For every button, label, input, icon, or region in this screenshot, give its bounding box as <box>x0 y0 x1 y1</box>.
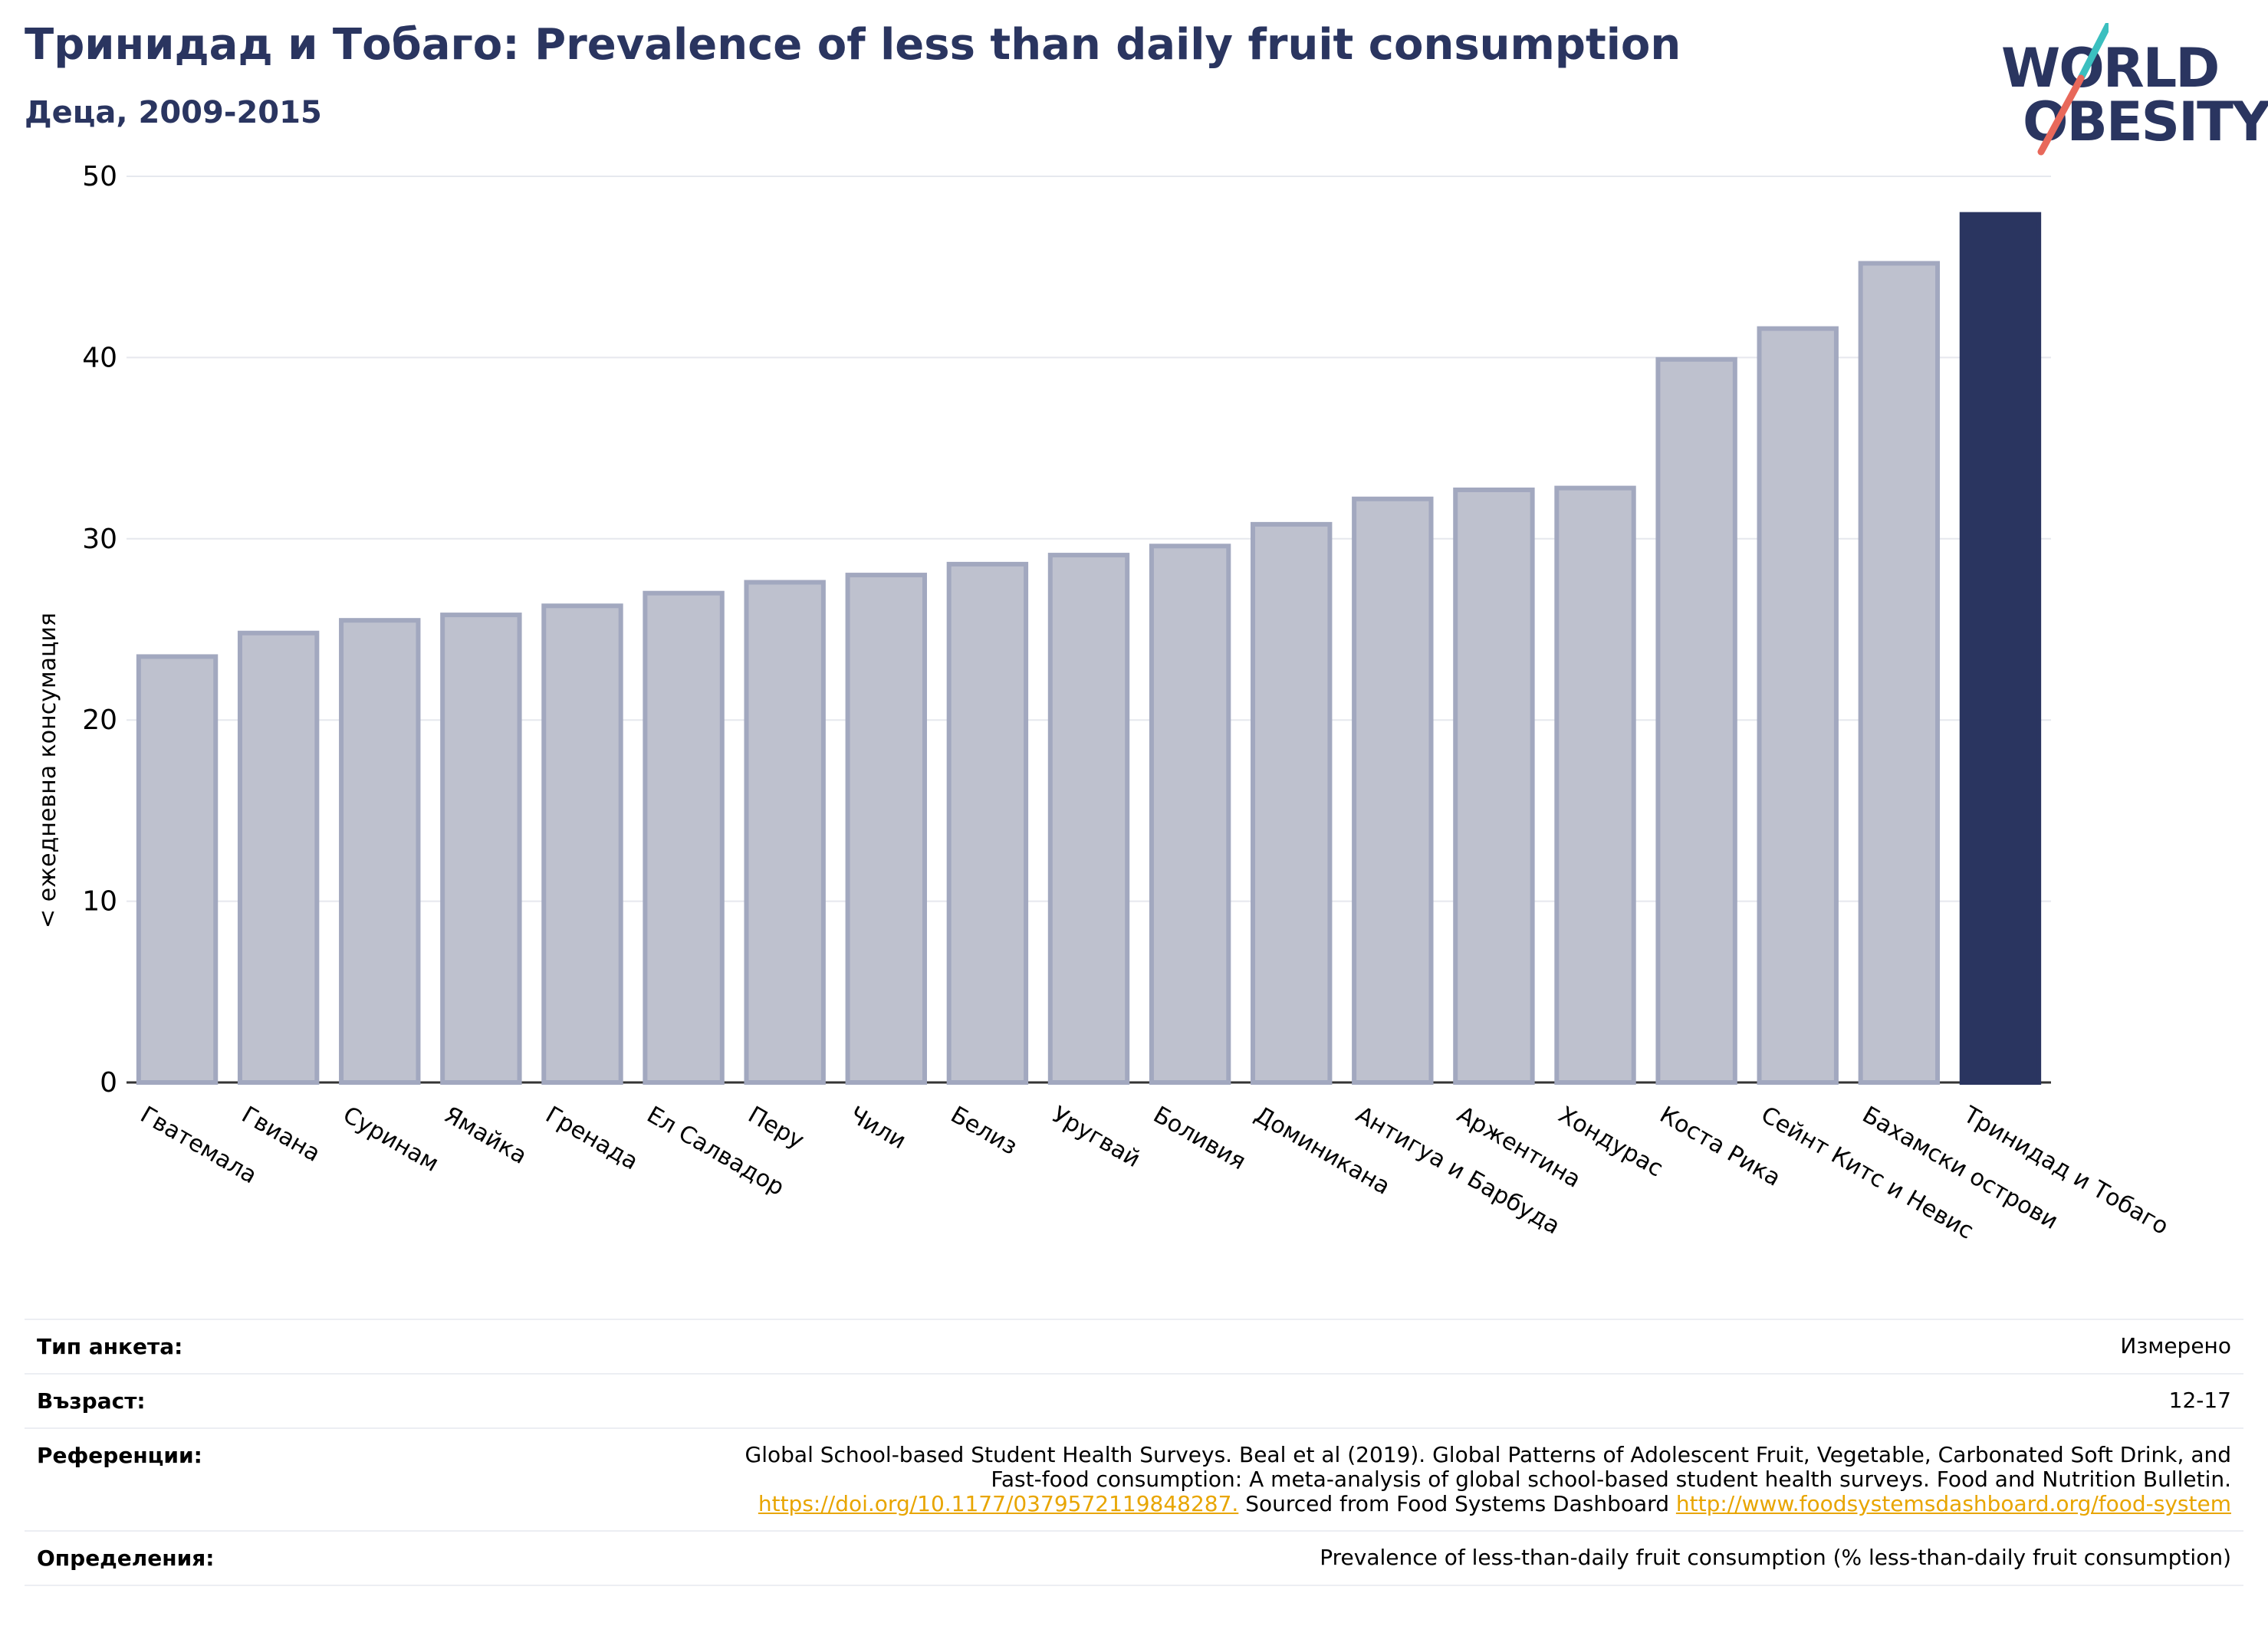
info-row-references: Референции: Global School-based Student … <box>25 1427 2243 1530</box>
bar <box>1047 553 1130 1085</box>
info-row-age: Възраст: 12-17 <box>25 1373 2243 1427</box>
bar <box>1251 521 1333 1085</box>
y-axis-ticks: 0 10 20 30 40 50 <box>82 161 117 1099</box>
x-tick-label: Ямайка <box>439 1102 531 1170</box>
logo-slash-icon <box>2037 23 2109 156</box>
info-row-definitions: Определения: Prevalence of less-than-dai… <box>25 1530 2243 1586</box>
bar <box>136 654 219 1085</box>
bar <box>237 630 320 1085</box>
x-tick-label: Боливия <box>1149 1102 1251 1176</box>
definitions-label: Определения: <box>37 1546 215 1571</box>
x-tick-label: Суринам <box>338 1102 443 1178</box>
chart-bars <box>136 212 2042 1086</box>
info-table: Тип анкета: Измерено Възраст: 12-17 Рефе… <box>25 1319 2243 1586</box>
references-label: Референции: <box>37 1443 202 1468</box>
x-tick-label: Уругвай <box>1047 1102 1145 1174</box>
references-value: Global School-based Student Health Surve… <box>745 1443 2231 1516</box>
y-tick-label: 40 <box>82 342 117 373</box>
definitions-value: Prevalence of less-than-daily fruit cons… <box>1320 1545 2231 1570</box>
bar <box>1655 356 1737 1086</box>
bar <box>339 618 421 1085</box>
y-tick-label: 20 <box>82 705 117 736</box>
x-tick-label: Гренада <box>541 1102 643 1176</box>
age-value: 12-17 <box>2168 1388 2231 1413</box>
x-tick-label: Чили <box>845 1102 911 1155</box>
bar <box>1453 487 1535 1085</box>
chart-title: Тринидад и Тобаго: Prevalence of less th… <box>25 20 1681 70</box>
bar <box>946 561 1029 1085</box>
y-tick-label: 10 <box>82 886 117 918</box>
age-label: Възраст: <box>37 1388 146 1414</box>
chart-subtitle: Деца, 2009-2015 <box>25 95 322 130</box>
info-row-survey-type: Тип анкета: Измерено <box>25 1319 2243 1373</box>
logo-word-world: WORLD <box>2001 37 2220 100</box>
survey-type-label: Тип анкета: <box>37 1334 183 1359</box>
y-tick-label: 0 <box>100 1067 117 1099</box>
x-tick-label: Гвиана <box>237 1102 324 1168</box>
sourced-from-text: Sourced from Food Systems Dashboard <box>1238 1491 1676 1516</box>
references-line-1: Global School-based Student Health Surve… <box>744 1442 2231 1467</box>
references-line-2: Fast-food consumption: A meta-analysis o… <box>991 1467 2231 1492</box>
bar <box>440 613 522 1085</box>
bar <box>845 573 927 1085</box>
survey-type-value: Измерено <box>2120 1333 2231 1358</box>
bar <box>1352 496 1434 1085</box>
x-tick-label: Перу <box>744 1102 809 1155</box>
x-tick-label: Белиз <box>946 1102 1022 1161</box>
references-line-3: https://doi.org/10.1177/0379572119848287… <box>745 1492 2231 1516</box>
bar <box>541 603 623 1085</box>
food-systems-dashboard-link[interactable]: http://www.foodsystemsdashboard.org/food… <box>1675 1491 2231 1516</box>
y-axis-label: < ежедневна консумация <box>35 613 61 928</box>
bar <box>1149 544 1231 1085</box>
bar <box>643 590 725 1085</box>
bar <box>1757 326 1839 1085</box>
y-tick-label: 50 <box>82 161 117 192</box>
bar <box>744 580 826 1085</box>
bar-highlighted <box>1959 212 2042 1085</box>
doi-link[interactable]: https://doi.org/10.1177/0379572119848287… <box>758 1491 1239 1516</box>
bar <box>1554 485 1636 1085</box>
y-tick-label: 30 <box>82 524 117 555</box>
bar <box>1858 261 1941 1085</box>
